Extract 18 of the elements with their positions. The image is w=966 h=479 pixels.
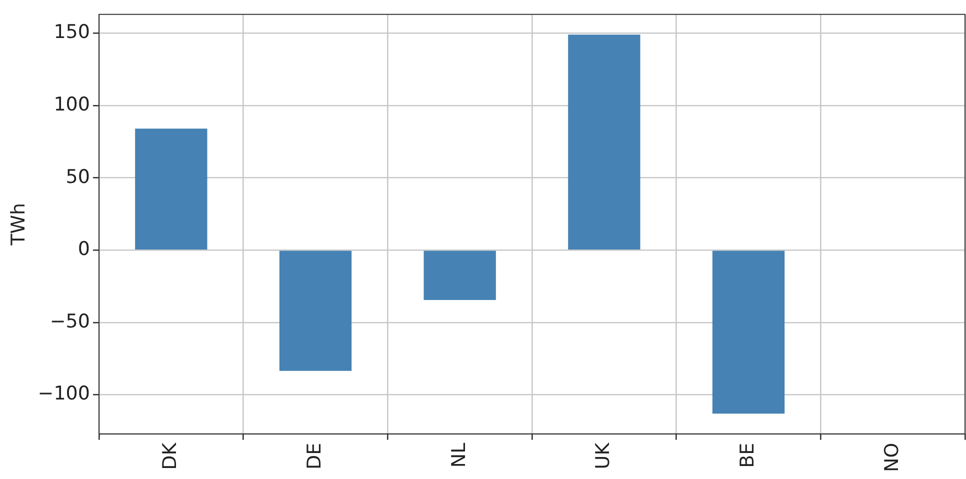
x-tick-label: DK <box>159 442 182 470</box>
bar <box>279 250 352 371</box>
y-tick-label: −100 <box>38 382 90 405</box>
y-tick-label: 50 <box>66 166 90 188</box>
x-tick-label: DE <box>303 442 326 470</box>
y-tick-label: −50 <box>50 310 90 332</box>
y-tick-label: 150 <box>54 21 90 44</box>
x-tick-label: NL <box>448 442 470 468</box>
bar <box>135 128 208 250</box>
y-tick-label: 100 <box>54 93 90 116</box>
x-tick-label: NO <box>880 442 903 472</box>
bar <box>712 250 785 414</box>
y-tick-label: 0 <box>78 238 90 260</box>
bar <box>424 250 496 300</box>
x-tick-label: UK <box>592 442 614 470</box>
bar <box>568 34 640 250</box>
x-tick-label: BE <box>736 442 758 468</box>
y-axis-title: TWh <box>7 202 30 246</box>
